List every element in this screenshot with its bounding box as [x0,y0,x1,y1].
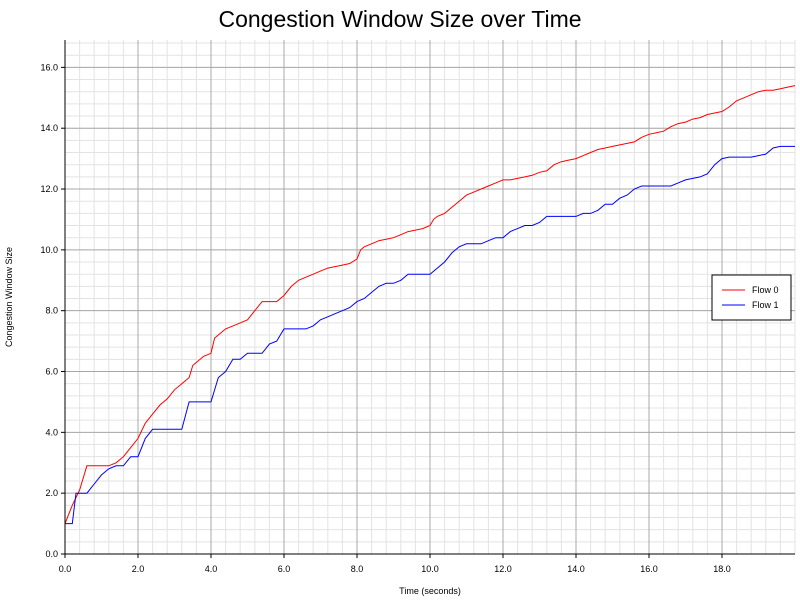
series-line-flow-1 [65,145,795,525]
x-tick-label: 16.0 [640,564,658,574]
series-layer [64,85,796,525]
x-tick-label: 8.0 [351,564,364,574]
x-tick-label: 12.0 [494,564,512,574]
x-tick-label: 4.0 [205,564,218,574]
chart-title: Congestion Window Size over Time [218,6,582,32]
legend: Flow 0 Flow 1 [711,274,792,321]
major-grid [64,40,795,555]
y-tick-label: 10.0 [40,245,58,255]
x-tick-label: 2.0 [132,564,145,574]
y-axis-title: Congestion Window Size [4,247,14,347]
x-tick-label: 18.0 [713,564,731,574]
y-tick-label: 2.0 [45,488,58,498]
x-tick-label: 14.0 [567,564,585,574]
x-tick-label: 0.0 [59,564,72,574]
legend-box [711,274,792,321]
y-tick-label: 12.0 [40,184,58,194]
y-tick-label: 4.0 [45,427,58,437]
y-tick-label: 16.0 [40,62,58,72]
x-axis-title: Time (seconds) [399,586,461,596]
y-tick-label: 0.0 [45,549,58,559]
y-tick-label: 8.0 [45,306,58,316]
y-tick-label: 6.0 [45,367,58,377]
legend-label: Flow 1 [752,300,779,310]
series-line-flow-0 [64,85,796,524]
tick-labels: 0.0 2.0 4.0 6.0 8.0 10.0 12.0 14.0 16.0 18.0 0.0 2.… [40,62,730,574]
x-tick-label: 10.0 [421,564,439,574]
legend-label: Flow 0 [752,285,779,295]
x-tick-label: 6.0 [278,564,291,574]
y-tick-label: 14.0 [40,123,58,133]
